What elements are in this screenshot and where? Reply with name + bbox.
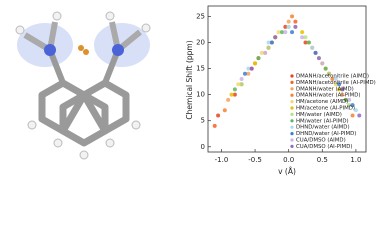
scatter-point bbox=[286, 24, 291, 29]
scatter-point bbox=[263, 50, 268, 55]
scatter-point bbox=[290, 30, 295, 35]
scatter-point bbox=[256, 56, 261, 61]
scatter-point bbox=[283, 30, 288, 35]
y-tick-label: 10 bbox=[196, 91, 205, 99]
scatter-point bbox=[249, 66, 254, 71]
legend-label: CUA/DMSO (AI-PIMD) bbox=[296, 144, 352, 150]
scatter-point bbox=[269, 40, 274, 45]
scatter-point bbox=[347, 97, 352, 102]
scatter-point bbox=[303, 35, 308, 40]
scatter-point bbox=[357, 113, 362, 118]
y-axis-label: Chemical Shift (ppm) bbox=[185, 40, 194, 119]
legend-marker bbox=[290, 100, 294, 104]
y-tick-label: 15 bbox=[196, 65, 205, 73]
legend-label: CUA/DMSO (AIMD) bbox=[296, 138, 346, 144]
legend-marker bbox=[290, 119, 294, 123]
x-tick-label: 0.0 bbox=[283, 156, 294, 164]
legend-label: HM/acetone (AIMD) bbox=[296, 99, 348, 105]
scatter-point bbox=[293, 19, 298, 24]
scatter-point bbox=[300, 30, 305, 35]
scatter-point bbox=[313, 50, 318, 55]
scatter-point bbox=[232, 87, 237, 92]
y-tick-label: 25 bbox=[196, 12, 205, 20]
legend-label: DHND/water (AI-PIMD) bbox=[296, 131, 356, 137]
scatter-point bbox=[327, 71, 332, 76]
legend-label: HM/water (AIMD) bbox=[296, 112, 342, 118]
x-tick-label: 0.5 bbox=[317, 156, 328, 164]
scatter-point bbox=[246, 71, 251, 76]
scatter-point bbox=[347, 103, 352, 108]
scatter-point bbox=[320, 61, 325, 66]
legend-marker bbox=[290, 125, 294, 129]
legend-marker bbox=[290, 138, 294, 142]
scatter-point bbox=[293, 24, 298, 29]
scatter-point bbox=[330, 77, 335, 81]
legend-label: DMANH/water (AI-PIMD) bbox=[296, 93, 361, 99]
legend-label: DMANH/water (AIMD) bbox=[296, 86, 354, 92]
scatter-point bbox=[242, 71, 247, 76]
scatter-point bbox=[340, 87, 345, 92]
scatter-point bbox=[333, 82, 338, 87]
scatter-point bbox=[276, 30, 281, 35]
scatter-point bbox=[229, 92, 234, 97]
y-tick-label: 20 bbox=[196, 39, 205, 47]
legend-label: DMANH/acetonitrile (AI-PIMD) bbox=[296, 80, 376, 86]
legend-label: DMANH/acetonitrile (AIMD) bbox=[296, 74, 369, 80]
scatter-point bbox=[216, 113, 221, 118]
legend-label: HM/water (AI-PIMD) bbox=[296, 118, 349, 124]
legend-marker bbox=[290, 93, 294, 97]
y-tick-label: 5 bbox=[201, 117, 205, 125]
scatter-point bbox=[306, 40, 311, 45]
scatter-point bbox=[273, 35, 278, 40]
scatter-point bbox=[222, 108, 227, 113]
scatter-point bbox=[340, 92, 345, 97]
scatter-point bbox=[279, 30, 284, 35]
scatter-point bbox=[266, 45, 271, 50]
legend-marker bbox=[290, 106, 294, 110]
scatter-point bbox=[300, 35, 305, 40]
legend-marker bbox=[290, 74, 294, 78]
plot-frame bbox=[207, 5, 367, 153]
scatter-point bbox=[212, 123, 217, 128]
scatter-point bbox=[303, 40, 308, 45]
x-tick-label: -0.5 bbox=[248, 156, 262, 164]
figure: Chemical Shift (ppm) v (Å) 0 5 10 15 20 25 -1.… bbox=[15, 5, 376, 176]
legend-marker bbox=[290, 87, 294, 91]
x-tick-label: 1.0 bbox=[350, 156, 361, 164]
scatter-point bbox=[350, 113, 355, 118]
scatter-point bbox=[246, 66, 251, 71]
scatter-point bbox=[337, 82, 342, 87]
scatter-point bbox=[266, 40, 271, 45]
scatter-point bbox=[343, 97, 348, 102]
x-tick-label: -1.0 bbox=[215, 156, 229, 164]
scatter-point bbox=[253, 61, 258, 66]
scatter-point bbox=[353, 108, 358, 113]
scatter-point bbox=[259, 50, 264, 55]
scatter-point bbox=[283, 24, 288, 29]
legend-label: HM/acetone (AI-PIMD) bbox=[296, 106, 355, 112]
scatter-point bbox=[350, 103, 355, 108]
scatter-point bbox=[337, 87, 342, 92]
scatter-point bbox=[310, 45, 315, 50]
molecule-illustration bbox=[15, 11, 151, 160]
legend-marker bbox=[290, 132, 294, 136]
legend-marker bbox=[290, 80, 294, 84]
scatter-point bbox=[226, 97, 231, 102]
scatter-point bbox=[290, 14, 295, 19]
scatter-point bbox=[333, 77, 338, 81]
scatter-point bbox=[316, 56, 321, 61]
legend-marker bbox=[290, 112, 294, 116]
scatter-point bbox=[323, 66, 328, 71]
scatter-point bbox=[239, 82, 244, 87]
y-tick-label: 0 bbox=[201, 143, 205, 151]
legend-marker bbox=[290, 144, 294, 148]
legend-label: DHND/water (AIMD) bbox=[296, 125, 350, 131]
x-axis-label: v (Å) bbox=[278, 167, 296, 176]
scatter-point bbox=[232, 92, 237, 97]
scatter-point bbox=[236, 82, 241, 87]
scatter-point bbox=[239, 77, 244, 81]
scatter-point bbox=[286, 19, 291, 24]
